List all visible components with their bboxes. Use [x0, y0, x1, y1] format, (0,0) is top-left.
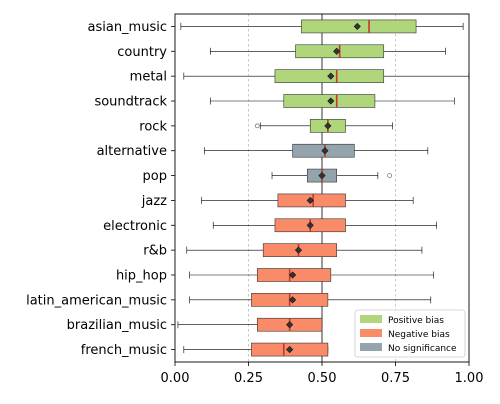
- box-jazz: [201, 193, 414, 208]
- box-electronic: [212, 218, 437, 233]
- mean-marker: [318, 171, 326, 180]
- mean-marker: [286, 345, 294, 354]
- box-pop: [271, 168, 392, 183]
- box-hip_hop: [189, 268, 435, 282]
- outlier-point: [387, 173, 392, 178]
- box-rock: [254, 119, 393, 133]
- legend-box: [354, 309, 466, 358]
- box-asian_music: [180, 19, 464, 34]
- y-tick-label: alternative: [97, 144, 167, 159]
- y-tick-label: soundtrack: [94, 95, 167, 110]
- legend-swatch-positive: [360, 315, 382, 323]
- legend-swatch-none: [360, 343, 382, 351]
- box-r&b: [186, 243, 423, 257]
- legend-label-negative: Negative bias: [388, 330, 450, 340]
- x-tick-label: 1.00: [455, 371, 484, 386]
- box-alternative: [204, 143, 429, 158]
- x-tick-label: 0.25: [234, 371, 263, 386]
- y-tick-label: country: [117, 45, 167, 60]
- box-country: [209, 44, 446, 59]
- mean-marker: [333, 47, 341, 55]
- x-tick-label: 0.75: [381, 371, 410, 386]
- mean-marker: [288, 271, 297, 279]
- mean-marker: [286, 321, 294, 329]
- box-brazilian_music: [177, 317, 323, 332]
- box-latin_american_music: [189, 293, 432, 307]
- legend-swatch-negative: [360, 329, 382, 337]
- y-tick-label: electronic: [103, 219, 167, 234]
- box-metal: [183, 69, 470, 83]
- y-tick-label: asian_music: [88, 20, 168, 35]
- outlier-point: [254, 123, 260, 129]
- y-tick-label: metal: [130, 70, 167, 85]
- y-tick-label: latin_american_music: [26, 293, 167, 308]
- y-tick-label: hip_hop: [116, 269, 167, 284]
- mean-marker: [327, 72, 335, 80]
- mean-marker: [327, 97, 335, 105]
- x-tick-label: 0.00: [161, 371, 190, 386]
- y-tick-label: rock: [139, 119, 167, 134]
- box-soundtrack: [209, 94, 455, 108]
- legend-label-positive: Positive bias: [388, 316, 444, 326]
- legend-label-none: No significance: [388, 344, 457, 354]
- y-tick-label: pop: [143, 169, 167, 184]
- mean-marker: [353, 22, 361, 31]
- mean-marker: [294, 246, 303, 254]
- y-tick-label: french_music: [81, 343, 167, 358]
- mean-marker: [288, 296, 297, 304]
- mean-marker: [321, 147, 329, 155]
- mean-marker: [306, 221, 314, 229]
- box-french_music: [183, 342, 329, 357]
- y-tick-label: jazz: [141, 194, 167, 209]
- y-tick-label: brazilian_music: [67, 318, 167, 333]
- y-tick-label: r&b: [143, 244, 167, 259]
- x-tick-label: 0.50: [308, 371, 337, 386]
- mean-marker: [306, 196, 314, 205]
- mean-marker: [324, 122, 332, 130]
